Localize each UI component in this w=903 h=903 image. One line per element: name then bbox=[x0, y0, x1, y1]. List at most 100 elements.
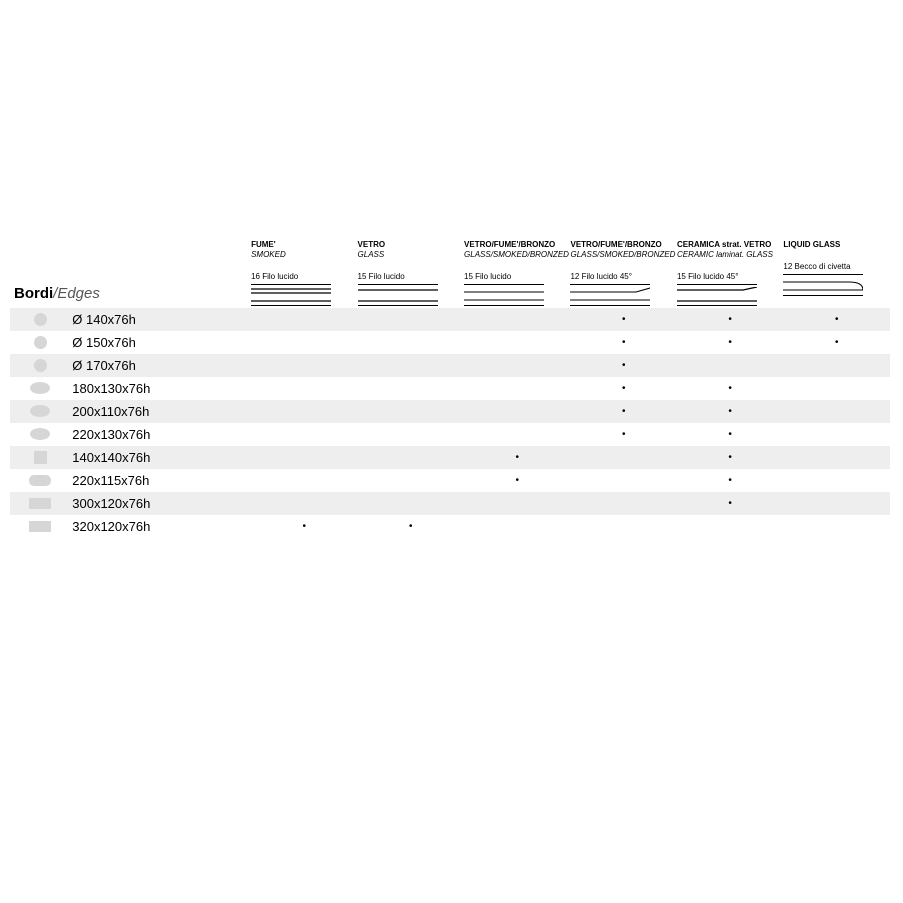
shape-icon-cell bbox=[10, 446, 70, 469]
availability-cell bbox=[783, 354, 890, 377]
edge-profile-icon bbox=[358, 284, 438, 306]
section-title-it: Bordi bbox=[14, 285, 53, 302]
availability-cell bbox=[464, 515, 570, 538]
availability-cell: • bbox=[570, 423, 676, 446]
material-label-it: FUME' bbox=[251, 240, 349, 250]
section-title-en: /Edges bbox=[53, 285, 100, 302]
availability-cell bbox=[251, 423, 357, 446]
availability-cell bbox=[251, 446, 357, 469]
table-row: 180x130x76h•• bbox=[10, 377, 890, 400]
page-container: Bordi/Edges FUME'SMOKED16 Filo lucido VET… bbox=[0, 0, 903, 538]
material-label-it: CERAMICA strat. VETRO bbox=[677, 240, 775, 250]
circle-icon bbox=[34, 336, 47, 349]
square-icon bbox=[34, 451, 47, 464]
edge-label: 12 Filo lucido 45° bbox=[570, 260, 668, 282]
availability-cell bbox=[464, 377, 570, 400]
size-label: 200x110x76h bbox=[70, 400, 251, 423]
edge-profile-icon bbox=[783, 274, 863, 296]
availability-cell bbox=[251, 492, 357, 515]
availability-cell: • bbox=[570, 308, 676, 331]
material-label-en: SMOKED bbox=[251, 250, 349, 260]
edge-label: 15 Filo lucido bbox=[464, 260, 562, 282]
table-row: Ø 140x76h••• bbox=[10, 308, 890, 331]
availability-cell bbox=[251, 331, 357, 354]
availability-cell: • bbox=[677, 492, 783, 515]
circle-icon bbox=[34, 359, 47, 372]
availability-cell bbox=[251, 354, 357, 377]
edge-profile-icon bbox=[570, 284, 650, 306]
availability-cell bbox=[783, 469, 890, 492]
availability-cell bbox=[358, 354, 464, 377]
edge-label: 15 Filo lucido 45° bbox=[677, 260, 775, 282]
size-label: 220x130x76h bbox=[70, 423, 251, 446]
availability-cell bbox=[570, 469, 676, 492]
availability-cell bbox=[677, 515, 783, 538]
availability-cell: • bbox=[251, 515, 357, 538]
edge-profile-icon bbox=[251, 284, 331, 306]
table-row: 320x120x76h•• bbox=[10, 515, 890, 538]
availability-cell: • bbox=[783, 331, 890, 354]
edge-profile-icon bbox=[464, 284, 544, 306]
availability-cell bbox=[358, 446, 464, 469]
rounded-rect-icon bbox=[29, 475, 51, 486]
availability-cell bbox=[570, 492, 676, 515]
size-label: Ø 140x76h bbox=[70, 308, 251, 331]
availability-cell: • bbox=[358, 515, 464, 538]
column-header: VETRO/FUME'/BRONZOGLASS/SMOKED/BRONZED15… bbox=[464, 240, 570, 308]
availability-cell bbox=[358, 469, 464, 492]
material-label-en: GLASS/SMOKED/BRONZED bbox=[570, 250, 668, 260]
availability-cell bbox=[251, 308, 357, 331]
edge-label: 15 Filo lucido bbox=[358, 260, 456, 282]
oval-icon bbox=[30, 405, 50, 417]
shape-icon-cell bbox=[10, 308, 70, 331]
availability-cell: • bbox=[783, 308, 890, 331]
availability-cell bbox=[570, 515, 676, 538]
shape-icon-cell bbox=[10, 469, 70, 492]
availability-cell bbox=[783, 515, 890, 538]
rect-icon bbox=[29, 498, 51, 509]
availability-cell bbox=[358, 400, 464, 423]
column-header: CERAMICA strat. VETROCERAMIC laminat. GL… bbox=[677, 240, 783, 308]
availability-cell: • bbox=[570, 400, 676, 423]
availability-cell bbox=[783, 423, 890, 446]
availability-cell: • bbox=[570, 377, 676, 400]
size-label: 140x140x76h bbox=[70, 446, 251, 469]
availability-cell bbox=[783, 377, 890, 400]
oval-icon bbox=[30, 428, 50, 440]
availability-cell: • bbox=[677, 400, 783, 423]
size-label: Ø 150x76h bbox=[70, 331, 251, 354]
table-header: Bordi/Edges FUME'SMOKED16 Filo lucido VET… bbox=[10, 240, 890, 308]
availability-cell: • bbox=[464, 469, 570, 492]
circle-icon bbox=[34, 313, 47, 326]
availability-cell bbox=[358, 423, 464, 446]
column-header: LIQUID GLASS12 Becco di civetta bbox=[783, 240, 890, 308]
shape-icon-cell bbox=[10, 492, 70, 515]
material-label-en: GLASS bbox=[358, 250, 456, 260]
availability-cell bbox=[251, 377, 357, 400]
table-row: 200x110x76h •• bbox=[10, 400, 890, 423]
availability-cell bbox=[783, 400, 890, 423]
table-body: Ø 140x76h•••Ø 150x76h•••Ø 170x76h•180x13… bbox=[10, 308, 890, 538]
availability-cell: • bbox=[570, 354, 676, 377]
availability-cell: • bbox=[677, 331, 783, 354]
availability-cell bbox=[251, 400, 357, 423]
availability-cell bbox=[358, 331, 464, 354]
availability-cell bbox=[464, 423, 570, 446]
availability-cell bbox=[464, 331, 570, 354]
column-header: VETRO/FUME'/BRONZOGLASS/SMOKED/BRONZED12… bbox=[570, 240, 676, 308]
size-label: 300x120x76h bbox=[70, 492, 251, 515]
size-label: Ø 170x76h bbox=[70, 354, 251, 377]
table-row: 300x120x76h • bbox=[10, 492, 890, 515]
edges-table: Bordi/Edges FUME'SMOKED16 Filo lucido VET… bbox=[10, 240, 890, 538]
material-label-it: VETRO/FUME'/BRONZO bbox=[570, 240, 668, 250]
size-label: 220x115x76h bbox=[70, 469, 251, 492]
material-label-en: GLASS/SMOKED/BRONZED bbox=[464, 250, 562, 260]
table-row: 220x130x76h•• bbox=[10, 423, 890, 446]
column-header: FUME'SMOKED16 Filo lucido bbox=[251, 240, 357, 308]
table-row: Ø 170x76h • bbox=[10, 354, 890, 377]
table-row: 220x115x76h•• bbox=[10, 469, 890, 492]
shape-icon-cell bbox=[10, 377, 70, 400]
availability-cell bbox=[358, 377, 464, 400]
shape-icon-cell bbox=[10, 423, 70, 446]
material-label-it: LIQUID GLASS bbox=[783, 240, 882, 250]
